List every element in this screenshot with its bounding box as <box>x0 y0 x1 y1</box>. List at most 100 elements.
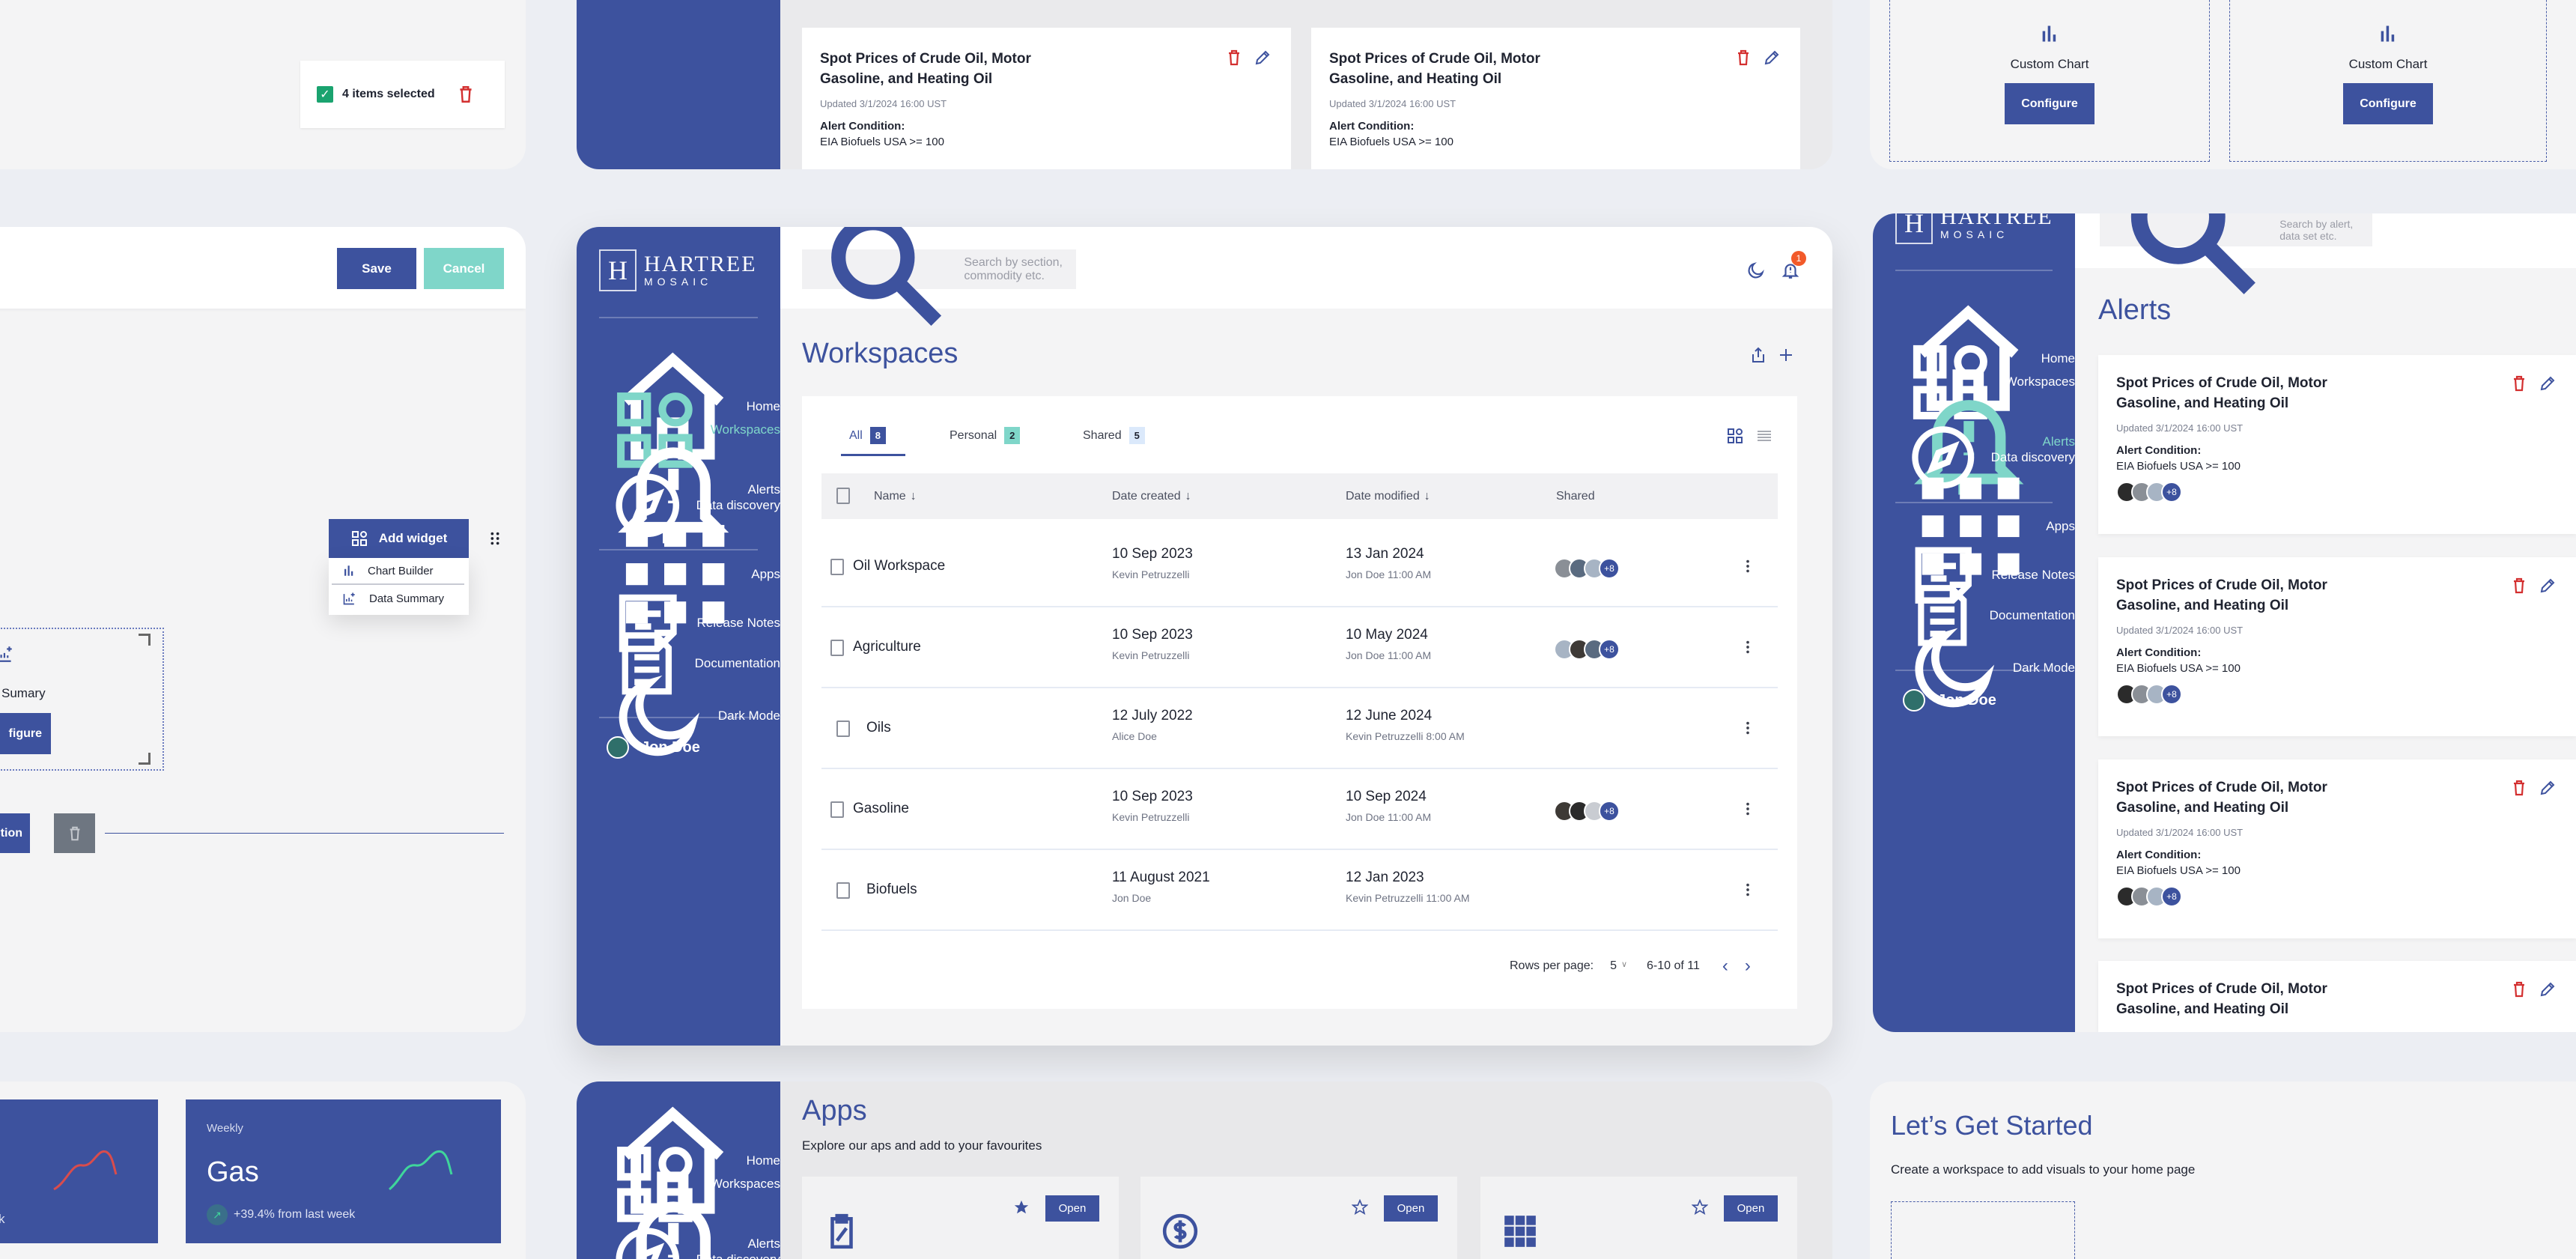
sidebar-item-data-discovery[interactable]: Data discovery <box>610 1222 780 1259</box>
brand-logo[interactable]: H HARTREE MOSAIC <box>1895 213 2053 244</box>
user-profile[interactable]: Jon Doe <box>1903 689 1996 712</box>
column-date-created[interactable]: Date created ↓ <box>1112 473 1191 519</box>
add-widget-button[interactable]: Add widget <box>329 519 469 558</box>
delete-alert-icon[interactable] <box>2510 374 2528 392</box>
rows-per-page-select[interactable]: 5 ∨ <box>1610 959 1627 973</box>
row-menu-icon[interactable] <box>1740 558 1756 574</box>
table-row[interactable]: Oil Workspace 10 Sep 2023 Kevin Petruzzel… <box>821 527 1778 607</box>
widgets-icon <box>350 530 368 547</box>
edit-alert-icon[interactable] <box>2539 980 2557 998</box>
row-menu-icon[interactable] <box>1740 801 1756 817</box>
created-by: Kevin Petruzzelli <box>1112 568 1190 580</box>
stat-change: +39.4% from last week <box>234 1208 356 1221</box>
sidebar-item-apps[interactable]: Apps <box>610 509 780 640</box>
star-outline-icon[interactable] <box>1692 1199 1708 1216</box>
open-app-button[interactable]: Open <box>1045 1195 1099 1222</box>
row-menu-icon[interactable] <box>1740 882 1756 898</box>
column-label: Date created <box>1112 489 1181 503</box>
drag-handle-icon[interactable] <box>487 530 503 547</box>
workspace-name[interactable]: Oils <box>866 720 891 735</box>
column-date-modified[interactable]: Date modified ↓ <box>1346 473 1430 519</box>
delete-alert-icon[interactable] <box>2510 577 2528 595</box>
resize-handle-bottom[interactable] <box>139 753 151 765</box>
edit-alert-icon[interactable] <box>2539 374 2557 392</box>
dark-mode-icon[interactable] <box>1746 261 1766 280</box>
create-workspace-dropzone[interactable] <box>1891 1201 2075 1259</box>
table-row[interactable]: Gasoline 10 Sep 2023 Kevin Petruzzelli 10… <box>821 769 1778 850</box>
sidebar-item-workspaces[interactable]: Workspaces <box>610 1139 780 1230</box>
sidebar-item-documentation[interactable]: Documentation <box>1906 579 2075 652</box>
row-menu-icon[interactable] <box>1740 720 1756 736</box>
open-app-button[interactable]: Open <box>1384 1195 1438 1222</box>
tab-all[interactable]: All 8 <box>849 427 887 444</box>
row-checkbox[interactable] <box>830 801 844 818</box>
cancel-button[interactable]: Cancel <box>424 248 504 289</box>
edit-alert-icon[interactable] <box>1763 49 1781 67</box>
menu-item-data-summary[interactable]: Data Summary <box>329 585 469 612</box>
table-row[interactable]: Oils 12 July 2022 Alice Doe 12 June 2024 K… <box>821 688 1778 769</box>
row-checkbox[interactable] <box>836 720 850 737</box>
brand-logo[interactable]: H HARTREE MOSAIC <box>599 249 757 291</box>
configure-button[interactable]: Configure <box>2005 83 2094 124</box>
workspace-name[interactable]: Agriculture <box>853 639 921 655</box>
previous-page-icon[interactable]: ‹ <box>1722 956 1728 976</box>
edit-alert-icon[interactable] <box>1254 49 1272 67</box>
configure-button[interactable]: figure <box>0 713 51 754</box>
user-profile[interactable]: Jon Doe <box>607 736 700 759</box>
checkbox-checked-icon[interactable]: ✓ <box>317 86 333 103</box>
sidebar-item-workspaces[interactable]: Workspaces <box>1906 338 2075 427</box>
row-menu-icon[interactable] <box>1740 639 1756 655</box>
alerts-preview-top: Spot Prices of Crude Oil, Motor Gasoline… <box>577 0 1832 169</box>
delete-section-button[interactable] <box>54 813 95 853</box>
delete-alert-icon[interactable] <box>2510 779 2528 797</box>
notifications-bell-icon[interactable] <box>1781 261 1800 280</box>
dollar-icon <box>1161 1213 1199 1250</box>
star-filled-icon[interactable] <box>1013 1199 1030 1216</box>
add-workspace-icon[interactable] <box>1777 345 1795 365</box>
sidebar-item-documentation[interactable]: Documentation <box>610 626 780 701</box>
trash-icon[interactable] <box>456 85 476 104</box>
alert-card[interactable]: Spot Prices of Crude Oil, Motor Gasoline… <box>2098 961 2576 1032</box>
sidebar-item-data-discovery[interactable]: Data discovery <box>1906 420 2075 495</box>
sidebar-divider <box>599 717 758 718</box>
menu-item-chart-builder[interactable]: Chart Builder <box>332 558 464 585</box>
workspace-name[interactable]: Biofuels <box>866 882 917 897</box>
next-page-icon[interactable]: › <box>1744 956 1751 976</box>
apps-icon <box>610 509 741 640</box>
alert-card[interactable]: Spot Prices of Crude Oil, Motor Gasoline… <box>2098 355 2576 534</box>
alert-card[interactable]: Spot Prices of Crude Oil, Motor Gasoline… <box>2098 557 2576 736</box>
page-title: Apps <box>802 1095 867 1126</box>
row-checkbox[interactable] <box>836 882 850 899</box>
sidebar-item-dark-mode[interactable]: Dark Mode <box>1906 620 2075 717</box>
star-outline-icon[interactable] <box>1352 1199 1368 1216</box>
sidebar-item-dark-mode[interactable]: Dark Mode <box>610 667 780 765</box>
workspace-name[interactable]: Oil Workspace <box>853 558 946 574</box>
select-all-checkbox[interactable] <box>836 488 850 504</box>
search-input[interactable]: Search by alert, data set etc. <box>2100 213 2372 294</box>
sidebar-item-alerts[interactable]: Alerts <box>610 1180 780 1259</box>
tab-shared[interactable]: Shared 5 <box>1083 427 1145 444</box>
column-name[interactable]: Name ↓ <box>874 473 917 519</box>
search-input[interactable]: Search by section, commodity etc. <box>802 227 1076 327</box>
edit-alert-icon[interactable] <box>2539 779 2557 797</box>
share-icon[interactable] <box>1749 345 1767 365</box>
delete-alert-icon[interactable] <box>1734 49 1752 67</box>
save-button[interactable]: Save <box>337 248 416 289</box>
table-row[interactable]: Agriculture 10 Sep 2023 Kevin Petruzzelli… <box>821 607 1778 688</box>
add-section-button[interactable]: ction <box>0 813 30 853</box>
delete-alert-icon[interactable] <box>1225 49 1243 67</box>
sidebar-item-release-notes[interactable]: Release Notes <box>1906 538 2075 613</box>
grid-view-icon[interactable] <box>1726 427 1744 445</box>
resize-handle-top[interactable] <box>139 634 151 646</box>
list-view-icon[interactable] <box>1755 427 1773 445</box>
row-checkbox[interactable] <box>830 640 844 656</box>
tab-personal[interactable]: Personal 2 <box>950 427 1021 444</box>
open-app-button[interactable]: Open <box>1724 1195 1778 1222</box>
table-row[interactable]: Biofuels 11 August 2021 Jon Doe 12 Jan 20… <box>821 850 1778 931</box>
configure-button[interactable]: Configure <box>2343 83 2433 124</box>
alert-card[interactable]: Spot Prices of Crude Oil, Motor Gasoline… <box>2098 759 2576 938</box>
edit-alert-icon[interactable] <box>2539 577 2557 595</box>
delete-alert-icon[interactable] <box>2510 980 2528 998</box>
row-checkbox[interactable] <box>830 559 844 575</box>
workspace-name[interactable]: Gasoline <box>853 801 909 816</box>
